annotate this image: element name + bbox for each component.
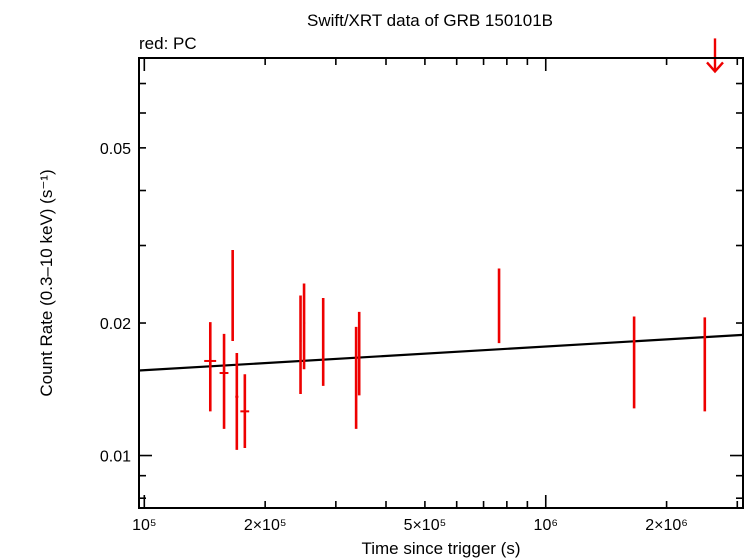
data-point — [357, 311, 361, 396]
data-point — [231, 250, 234, 342]
y-tick-label: 0.05 — [100, 141, 131, 158]
arrow-head — [706, 61, 724, 74]
x-axis-label: Time since trigger (s) — [361, 539, 520, 558]
upper-limits — [706, 38, 724, 74]
x-tick-label: 2×10⁵ — [244, 517, 287, 534]
y-tick-label: 0.01 — [100, 449, 131, 466]
data-points — [204, 250, 707, 450]
x-tick-label: 5×10⁵ — [404, 517, 447, 534]
data-point — [299, 295, 302, 394]
data-point — [703, 317, 707, 412]
x-tick-label: 2×10⁶ — [645, 517, 688, 534]
y-axis-label: Count Rate (0.3–10 keV) (s⁻¹) — [37, 169, 56, 396]
data-point — [219, 333, 229, 429]
data-point — [321, 297, 325, 386]
plot-frame — [138, 57, 744, 509]
data-point — [235, 352, 239, 450]
x-tick-label: 10⁵ — [132, 517, 156, 534]
data-point — [354, 326, 358, 429]
data-point — [240, 374, 250, 449]
data-point — [204, 322, 217, 412]
axis-ticks — [139, 57, 743, 508]
x-tick-labels: 10⁵ 2×10⁵ 5×10⁵ 10⁶ 2×10⁶ — [132, 517, 688, 534]
fit-line — [138, 333, 744, 372]
upper-limit-arrow — [706, 38, 724, 74]
chart-subtitle: red: PC — [139, 34, 197, 53]
data-point — [632, 316, 636, 409]
chart-title: Swift/XRT data of GRB 150101B — [307, 11, 553, 30]
data-point — [497, 268, 501, 344]
y-tick-label: 0.02 — [100, 316, 131, 333]
x-tick-label: 10⁶ — [534, 517, 558, 534]
y-tick-labels: 0.01 0.02 0.05 — [100, 141, 131, 466]
data-point — [302, 283, 306, 370]
